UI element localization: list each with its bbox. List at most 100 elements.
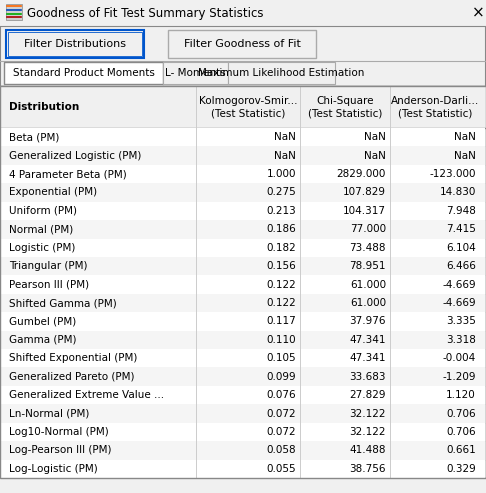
Text: Generalized Logistic (PM): Generalized Logistic (PM): [9, 151, 141, 161]
Bar: [6, 4, 22, 20]
Text: NaN: NaN: [364, 132, 386, 142]
Text: 32.122: 32.122: [349, 409, 386, 419]
Text: NaN: NaN: [454, 132, 476, 142]
Text: 0.055: 0.055: [266, 464, 296, 474]
Text: 77.000: 77.000: [350, 224, 386, 234]
Bar: [1, 367, 485, 386]
Bar: [0, 0, 486, 26]
Bar: [163, 62, 228, 84]
Bar: [0, 86, 486, 478]
Text: 4 Parameter Beta (PM): 4 Parameter Beta (PM): [9, 169, 127, 179]
Text: 0.275: 0.275: [266, 187, 296, 198]
Text: NaN: NaN: [364, 151, 386, 161]
Text: 6.104: 6.104: [446, 243, 476, 253]
Text: Log-Logistic (PM): Log-Logistic (PM): [9, 464, 98, 474]
Text: 14.830: 14.830: [440, 187, 476, 198]
Text: Distribution: Distribution: [9, 102, 79, 112]
Text: Log10-Normal (PM): Log10-Normal (PM): [9, 427, 109, 437]
Text: 107.829: 107.829: [343, 187, 386, 198]
Text: Uniform (PM): Uniform (PM): [9, 206, 77, 216]
Text: (Test Statistic): (Test Statistic): [308, 108, 382, 118]
Bar: [1, 312, 485, 331]
Bar: [6, 30, 144, 58]
Bar: [1, 257, 485, 276]
Text: 2829.000: 2829.000: [337, 169, 386, 179]
Text: 0.058: 0.058: [266, 445, 296, 456]
Text: L- Moments: L- Moments: [165, 68, 226, 78]
Text: 47.341: 47.341: [349, 353, 386, 363]
Text: Exponential (PM): Exponential (PM): [9, 187, 97, 198]
Text: Standard Product Moments: Standard Product Moments: [13, 68, 155, 78]
Text: Gumbel (PM): Gumbel (PM): [9, 317, 76, 326]
Bar: [1, 423, 485, 441]
Text: 0.117: 0.117: [266, 317, 296, 326]
Bar: [1, 165, 485, 183]
Text: -4.669: -4.669: [442, 280, 476, 289]
Text: 1.120: 1.120: [446, 390, 476, 400]
Text: Generalized Extreme Value ...: Generalized Extreme Value ...: [9, 390, 164, 400]
Text: 32.122: 32.122: [349, 427, 386, 437]
Text: 0.072: 0.072: [266, 409, 296, 419]
Bar: [1, 202, 485, 220]
Text: 41.488: 41.488: [349, 445, 386, 456]
Text: Maximum Likelihood Estimation: Maximum Likelihood Estimation: [198, 68, 364, 78]
Text: 0.122: 0.122: [266, 280, 296, 289]
Bar: [0, 478, 486, 493]
Text: 0.186: 0.186: [266, 224, 296, 234]
Text: 6.466: 6.466: [446, 261, 476, 271]
Text: 0.213: 0.213: [266, 206, 296, 216]
Bar: [228, 62, 335, 84]
Text: Ln-Normal (PM): Ln-Normal (PM): [9, 409, 89, 419]
Text: Gamma (PM): Gamma (PM): [9, 335, 76, 345]
Bar: [0, 86, 486, 128]
Text: 104.317: 104.317: [343, 206, 386, 216]
Text: 1.000: 1.000: [266, 169, 296, 179]
Text: 0.329: 0.329: [446, 464, 476, 474]
Text: -0.004: -0.004: [443, 353, 476, 363]
Bar: [1, 459, 485, 478]
Text: 3.335: 3.335: [446, 317, 476, 326]
Bar: [0, 86, 486, 478]
Text: Normal (PM): Normal (PM): [9, 224, 73, 234]
Text: Pearson III (PM): Pearson III (PM): [9, 280, 89, 289]
Text: Log-Pearson III (PM): Log-Pearson III (PM): [9, 445, 111, 456]
Text: 7.948: 7.948: [446, 206, 476, 216]
Text: Kolmogorov-Smir...: Kolmogorov-Smir...: [199, 96, 297, 106]
Text: Logistic (PM): Logistic (PM): [9, 243, 75, 253]
Bar: [1, 349, 485, 367]
Bar: [1, 404, 485, 423]
Text: 0.156: 0.156: [266, 261, 296, 271]
Text: NaN: NaN: [274, 151, 296, 161]
Bar: [1, 276, 485, 294]
Text: 27.829: 27.829: [349, 390, 386, 400]
Text: 0.110: 0.110: [266, 335, 296, 345]
Text: 38.756: 38.756: [349, 464, 386, 474]
Text: -1.209: -1.209: [442, 372, 476, 382]
Bar: [168, 30, 316, 58]
Text: 3.318: 3.318: [446, 335, 476, 345]
Text: 0.122: 0.122: [266, 298, 296, 308]
Text: Shifted Gamma (PM): Shifted Gamma (PM): [9, 298, 117, 308]
Text: 73.488: 73.488: [349, 243, 386, 253]
Text: -4.669: -4.669: [442, 298, 476, 308]
Text: 61.000: 61.000: [350, 298, 386, 308]
Bar: [1, 294, 485, 312]
Text: 0.076: 0.076: [266, 390, 296, 400]
Text: Anderson-Darli...: Anderson-Darli...: [391, 96, 479, 106]
Text: 0.072: 0.072: [266, 427, 296, 437]
Text: -123.000: -123.000: [430, 169, 476, 179]
Bar: [1, 128, 485, 146]
Text: (Test Statistic): (Test Statistic): [398, 108, 472, 118]
Text: Shifted Exponential (PM): Shifted Exponential (PM): [9, 353, 138, 363]
Text: 37.976: 37.976: [349, 317, 386, 326]
Bar: [1, 220, 485, 239]
Bar: [1, 386, 485, 404]
Text: Goodness of Fit Test Summary Statistics: Goodness of Fit Test Summary Statistics: [27, 6, 263, 20]
Text: 0.182: 0.182: [266, 243, 296, 253]
Text: 0.105: 0.105: [266, 353, 296, 363]
Text: NaN: NaN: [454, 151, 476, 161]
Text: ×: ×: [471, 5, 485, 21]
Text: 61.000: 61.000: [350, 280, 386, 289]
Bar: [1, 239, 485, 257]
Text: 33.683: 33.683: [349, 372, 386, 382]
